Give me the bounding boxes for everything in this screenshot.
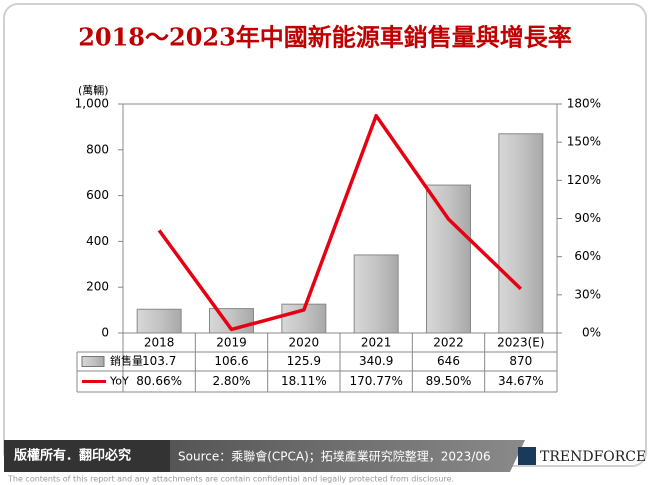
y2-tick-label: 30% xyxy=(574,287,601,301)
x-tick-label: 2023(E) xyxy=(497,336,544,350)
x-tick-label: 2019 xyxy=(216,336,247,350)
table-value: 34.67% xyxy=(498,374,544,388)
table-value: 106.6 xyxy=(214,354,248,368)
y-tick-label: 0 xyxy=(101,326,109,340)
copyright-band xyxy=(4,440,170,472)
y-tick-label: 600 xyxy=(86,188,109,202)
y-tick-label: 1,000 xyxy=(75,97,109,111)
source-band xyxy=(170,440,525,472)
y2-tick-label: 120% xyxy=(567,173,601,187)
x-tick-label: 2022 xyxy=(433,336,464,350)
table-value: 89.50% xyxy=(426,374,472,388)
bar xyxy=(136,308,182,334)
x-tick-label: 2020 xyxy=(289,336,320,350)
x-tick-label: 2018 xyxy=(144,336,175,350)
y2-tick-label: 90% xyxy=(574,211,601,225)
copyright: 版權所有．翻印必究 xyxy=(14,448,131,464)
table-value: 125.9 xyxy=(287,354,321,368)
source: Source：乘聯會(CPCA)；拓墣產業研究院整理，2023/06 xyxy=(178,449,491,464)
y-tick-label: 800 xyxy=(86,142,109,156)
table-value: 170.77% xyxy=(349,374,402,388)
y2-tick-label: 150% xyxy=(567,135,601,149)
table-value: 340.9 xyxy=(359,354,393,368)
footer: 版權所有．翻印必究 Source：乘聯會(CPCA)；拓墣產業研究院整理，202… xyxy=(4,440,646,484)
x-tick-label: 2021 xyxy=(361,336,392,350)
brand-icon xyxy=(518,447,536,465)
legend-label: 銷售量 xyxy=(110,354,143,368)
y2-tick-label: 60% xyxy=(574,249,601,263)
table-value: 18.11% xyxy=(281,374,327,388)
y-axis-label: (萬輛) xyxy=(78,83,109,97)
table-value: 870 xyxy=(509,354,532,368)
y-tick-label: 400 xyxy=(86,234,109,248)
brand: TRENDFORCE xyxy=(540,449,646,465)
legend-swatch xyxy=(81,356,105,367)
chart-title: 2018～2023年中國新能源車銷售量與增長率 xyxy=(78,23,572,52)
table-value: 103.7 xyxy=(142,354,176,368)
table-value: 646 xyxy=(437,354,460,368)
y-tick-label: 200 xyxy=(86,280,109,294)
table-value: 80.66% xyxy=(136,374,182,388)
table-value: 2.80% xyxy=(212,374,250,388)
disclaimer: The contents of this report and any atta… xyxy=(7,475,454,484)
legend-label: YoY xyxy=(109,375,129,388)
bar xyxy=(353,254,399,334)
y2-tick-label: 0% xyxy=(582,326,601,340)
line xyxy=(157,113,523,332)
bar xyxy=(426,184,471,334)
bar xyxy=(498,133,544,334)
y2-tick-label: 180% xyxy=(567,97,601,111)
